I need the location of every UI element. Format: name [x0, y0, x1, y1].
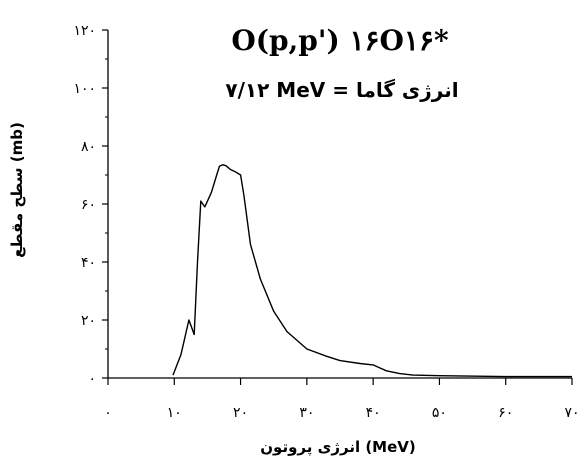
x-tick-label: ۷۰	[564, 405, 577, 421]
x-tick-label: ۳۰	[299, 405, 314, 421]
y-tick-label: ۱۰۰	[73, 81, 96, 97]
chart-title: O(p,p') ۱۶O۱۶*	[231, 24, 449, 57]
y-axis-label: سطح مقطع (mb)	[8, 122, 26, 258]
x-axis-tick-labels: ۰ ۱۰ ۲۰ ۳۰ ۴۰ ۵۰ ۶۰ ۷۰	[104, 405, 577, 421]
chart-subtitle: ۷/۱۲ MeV = انرژی گاما	[225, 78, 458, 102]
y-axis-ticks	[102, 29, 108, 379]
x-tick-label: ۴۰	[366, 405, 381, 421]
x-tick-label: ۵۰	[432, 405, 447, 421]
x-tick-label: ۱۰	[167, 405, 182, 421]
y-tick-label: ۶۰	[81, 197, 96, 213]
x-tick-label: ۲۰	[233, 405, 248, 421]
y-tick-label: ۲۰	[81, 313, 96, 329]
x-tick-label: ۰	[104, 405, 112, 421]
x-tick-label: ۶۰	[498, 405, 513, 421]
x-axis-ticks	[107, 378, 573, 385]
y-tick-label: ۱۲۰	[73, 23, 96, 39]
y-tick-label: ۸۰	[81, 139, 96, 155]
y-axis-tick-labels: ۰ ۲۰ ۴۰ ۶۰ ۸۰ ۱۰۰ ۱۲۰	[73, 23, 96, 387]
y-tick-label: ۰	[88, 371, 96, 387]
cross-section-line	[172, 164, 572, 378]
x-axis-label: انرژی پروتون (MeV)	[260, 438, 416, 457]
y-tick-label: ۴۰	[81, 255, 96, 271]
